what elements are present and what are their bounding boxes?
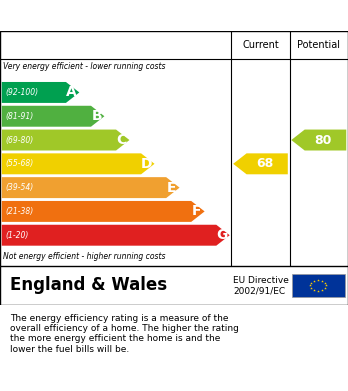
Polygon shape xyxy=(233,153,288,174)
FancyBboxPatch shape xyxy=(292,274,345,297)
Text: (92-100): (92-100) xyxy=(5,88,38,97)
Text: (21-38): (21-38) xyxy=(5,207,33,216)
Polygon shape xyxy=(2,153,155,174)
Text: D: D xyxy=(141,157,153,171)
Text: B: B xyxy=(92,109,102,123)
Polygon shape xyxy=(2,177,180,198)
Polygon shape xyxy=(2,201,205,222)
Text: A: A xyxy=(66,86,77,99)
Text: G: G xyxy=(216,228,228,242)
Text: (39-54): (39-54) xyxy=(5,183,33,192)
Polygon shape xyxy=(2,225,230,246)
Polygon shape xyxy=(291,129,346,151)
Text: 80: 80 xyxy=(314,134,332,147)
Text: F: F xyxy=(192,204,202,219)
Text: The energy efficiency rating is a measure of the
overall efficiency of a home. T: The energy efficiency rating is a measur… xyxy=(10,314,239,354)
Text: Very energy efficient - lower running costs: Very energy efficient - lower running co… xyxy=(3,62,166,71)
Text: Energy Efficiency Rating: Energy Efficiency Rating xyxy=(69,8,279,23)
Polygon shape xyxy=(2,82,79,103)
Text: (81-91): (81-91) xyxy=(5,112,33,121)
Text: Potential: Potential xyxy=(297,40,340,50)
Text: Current: Current xyxy=(242,40,279,50)
Text: 68: 68 xyxy=(256,157,273,170)
Text: (69-80): (69-80) xyxy=(5,136,33,145)
Text: E: E xyxy=(167,181,177,195)
Text: England & Wales: England & Wales xyxy=(10,276,168,294)
Polygon shape xyxy=(2,129,129,151)
Text: Not energy efficient - higher running costs: Not energy efficient - higher running co… xyxy=(3,252,166,261)
Text: (55-68): (55-68) xyxy=(5,159,33,169)
Text: (1-20): (1-20) xyxy=(5,231,29,240)
Text: EU Directive
2002/91/EC: EU Directive 2002/91/EC xyxy=(233,276,289,295)
Polygon shape xyxy=(2,106,104,127)
Text: C: C xyxy=(117,133,127,147)
